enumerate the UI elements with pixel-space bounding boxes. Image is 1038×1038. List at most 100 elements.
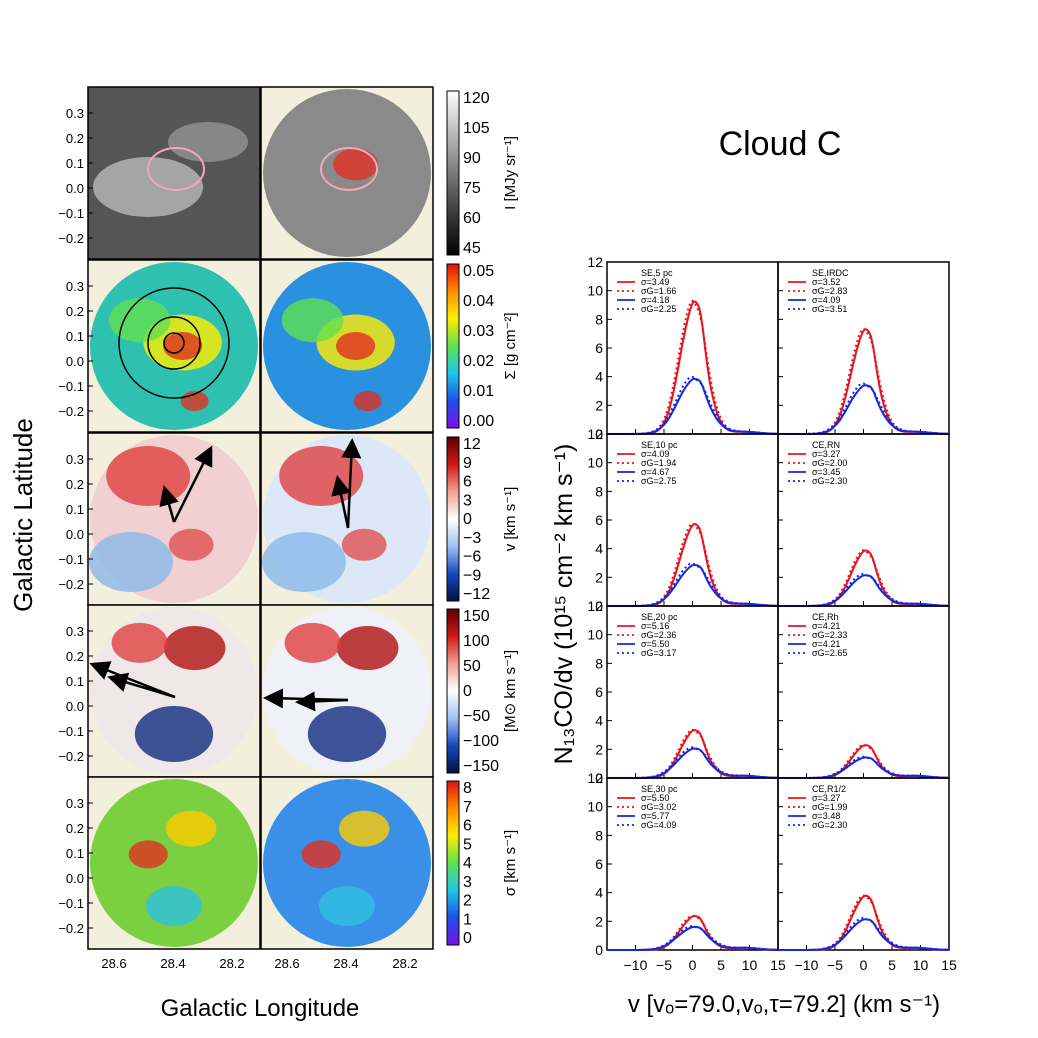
aperture-circle [147,316,201,370]
map-ytick-label: −0.1 [58,379,84,394]
spectrum-ytick-label: 0 [595,770,603,786]
legend-entry: σ=5.50 [641,793,669,803]
map-ytick-label: −0.1 [58,552,84,567]
spectrum-red-solid [778,549,950,607]
spectrum-blue-dotted [607,375,779,435]
spectrum-xtick-label: −10 [795,957,819,973]
spectrum-red-solid [778,328,950,435]
map-structure [336,332,376,360]
map-disk [90,779,258,947]
spectrum-xtick-label: 10 [913,957,929,973]
map-ytick-label: 0.1 [66,502,84,517]
map-xtick-label: 28.6 [101,956,126,971]
spectrum-panel-5: 0 2 4 6 8 10 12 SE,20 pcσ=5.16σG=2.36σ=5.50σG=3… [587,598,779,786]
spectrum-ytick-label: 12 [587,598,603,614]
map-ytick-label: 0.3 [66,106,84,121]
map-ytick-label: 0.2 [66,821,84,836]
spectrum-panel-3: 0 2 4 6 8 10 12 SE,10 pcσ=4.09σG=1.94σ=4.67σG=2… [587,426,779,614]
colorbar-strip [446,608,460,774]
legend-entry: σG=2.33 [812,630,847,640]
map-panel-surface-density-1: 0.3 0.2 0.1 0.0 −0.1 −0.2 [58,259,261,433]
spectrum-ytick-label: 4 [595,369,603,385]
spectra-xlabel: v [vₒ=79.0,vₒ,τ=79.2] (km s⁻¹) [628,991,940,1018]
spectrum-ytick-label: 2 [595,569,603,585]
spectrum-red-dotted [607,914,779,951]
colorbar-tick-label: 50 [463,658,481,675]
colorbar-strip [446,90,460,256]
map-ytick-label: −0.2 [58,404,84,419]
colorbar-tick-label: 2 [463,893,472,910]
map-panel-momentum-2 [260,604,434,778]
colorbar-tick-label: 8 [463,780,472,797]
spectrum-ytick-label: 8 [595,655,603,671]
spectrum-ytick-label: 6 [595,340,603,356]
spectrum-ytick-label: 0 [595,942,603,958]
colorbar-tick-label: 75 [463,180,481,197]
vector-arrow [107,672,176,699]
aperture-circle [118,287,230,399]
spectrum-blue-dotted [778,755,950,779]
map-ytick-label: 0.3 [66,452,84,467]
spectrum-panel-frame [606,261,779,435]
map-panel-frame [87,259,261,433]
spectrum-xtick-label: 0 [689,957,697,973]
legend-entry: σ=5.50 [641,639,669,649]
legend-entry: σ=5.16 [641,621,669,631]
spectrum-panel-frame [777,433,950,607]
map-ytick-label: −0.1 [58,206,84,221]
map-ytick-label: 0.3 [66,624,84,639]
map-ytick-label: 0.0 [66,527,84,542]
colorbar-tick-label: −100 [463,733,499,750]
legend-entry: σG=2.30 [812,476,847,486]
maps-xlabel: Galactic Longitude [161,995,360,1022]
colorbar-tick-label: 1 [463,911,472,928]
legend-entry: σG=2.00 [812,458,847,468]
colorbar-tick-label: 0.00 [463,413,494,430]
legend-entry: σG=2.30 [812,820,847,830]
map-ytick-label: 0.2 [66,304,84,319]
irdc-ellipse [147,147,205,191]
map-xtick-label: 28.4 [333,956,358,971]
map-structure [281,298,344,343]
colorbar-tick-label: 0.05 [463,263,494,280]
colorbar-tick-label: 6 [463,818,472,835]
spectrum-blue-dotted [607,562,779,607]
colorbar-tick-label: 120 [463,90,490,107]
spectrum-ytick-label: 6 [595,512,603,528]
map-ytick-label: 0.0 [66,181,84,196]
spectrum-ytick-label: 6 [595,856,603,872]
map-structure [128,840,168,869]
maps-ylabel: Galactic Latitude [8,418,38,612]
legend-entry: σG=1.94 [641,458,676,468]
spectrum-xtick-label: 0 [860,957,868,973]
spectrum-region-label: CE,R1/2 [812,784,846,794]
spectrum-ytick-label: 0 [595,426,603,442]
spectrum-panel-frame [777,261,950,435]
spectrum-blue-dotted [607,925,779,951]
map-ytick-label: 0.2 [66,131,84,146]
spectrum-panel-1: 0 2 4 6 8 10 12 SE,5 pcσ=3.49σG=1.66σ=4.18σG=2.… [587,254,779,442]
colorbar-tick-label: 0 [463,511,472,528]
colorbar-tick-label: 0.02 [463,353,494,370]
map-panel-intensity-2 [260,86,434,260]
spectrum-region-label: SE,IRDC [812,268,849,278]
map-structure [89,532,173,592]
vector-arrow [159,485,179,523]
map-structure [106,446,191,506]
map-structure [108,298,171,343]
colorbar-strip [446,780,460,946]
colorbar-tick-label: −150 [463,758,499,775]
spectrum-ytick-label: 4 [595,885,603,901]
spectrum-blue-dotted [607,746,779,779]
legend-entry: σ=4.67 [641,467,669,477]
map-panel-frame [260,776,434,950]
map-xtick-label: 28.2 [392,956,417,971]
map-structure [353,391,382,412]
colorbar-label: I [MJy sr⁻¹] [502,136,519,210]
spectrum-ytick-label: 4 [595,541,603,557]
map-structure [284,622,341,663]
